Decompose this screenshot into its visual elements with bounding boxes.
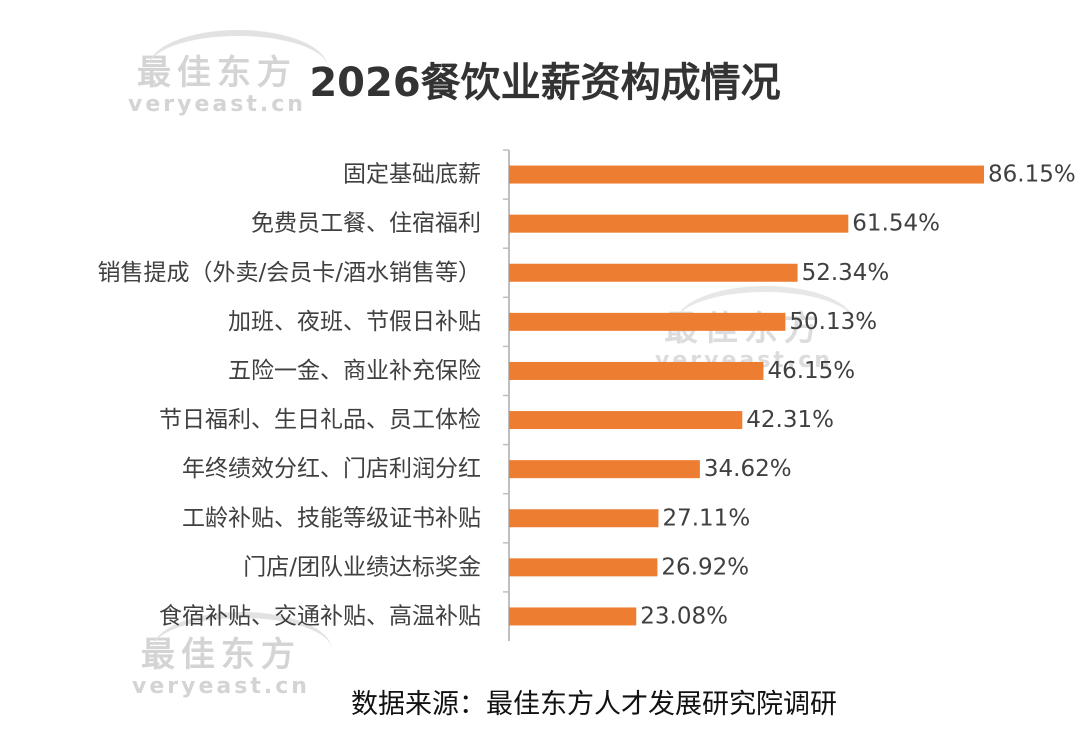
watermark-logo: 最佳东方 veryeast.cn xyxy=(132,612,332,698)
bar xyxy=(509,607,637,626)
category-label: 年终绩效分红、门店利润分红 xyxy=(182,456,481,482)
bar xyxy=(509,165,984,184)
category-label: 节日福利、生日礼品、员工体检 xyxy=(159,407,481,433)
bar xyxy=(509,263,798,282)
category-label: 门店/团队业绩达标奖金 xyxy=(243,554,481,580)
category-label: 免费员工餐、住宿福利 xyxy=(251,211,481,237)
data-label: 61.54% xyxy=(852,211,940,237)
watermark-arc xyxy=(675,286,855,362)
bar xyxy=(509,558,658,577)
category-label: 食宿补贴、交通补贴、高温补贴 xyxy=(159,603,481,629)
bar xyxy=(509,361,764,380)
watermark-arc xyxy=(148,30,328,106)
category-label: 工龄补贴、技能等级证书补贴 xyxy=(182,505,481,531)
category-label: 五险一金、商业补充保险 xyxy=(228,358,481,384)
data-label: 50.13% xyxy=(789,309,877,335)
bar xyxy=(509,411,743,430)
data-label: 52.34% xyxy=(802,260,890,286)
category-label: 销售提成（外卖/会员卡/酒水销售等） xyxy=(98,260,482,286)
bar xyxy=(509,460,700,479)
category-label: 固定基础底薪 xyxy=(343,162,481,188)
data-label: 42.31% xyxy=(746,407,834,433)
data-label: 23.08% xyxy=(640,603,728,629)
data-label: 26.92% xyxy=(661,554,749,580)
bar xyxy=(509,214,849,233)
watermark-logo: 最佳东方 veryeast.cn xyxy=(128,30,328,116)
category-label: 加班、夜班、节假日补贴 xyxy=(228,309,481,335)
source-note: 数据来源：最佳东方人才发展研究院调研 xyxy=(351,689,837,720)
chart-title: 2026餐饮业薪资构成情况 xyxy=(309,60,781,106)
data-label: 27.11% xyxy=(662,505,750,531)
data-label: 46.15% xyxy=(767,358,855,384)
bar xyxy=(509,312,786,331)
data-label: 86.15% xyxy=(988,162,1076,188)
watermark-arc xyxy=(152,612,332,688)
data-label: 34.62% xyxy=(704,456,792,482)
bar xyxy=(509,509,659,528)
